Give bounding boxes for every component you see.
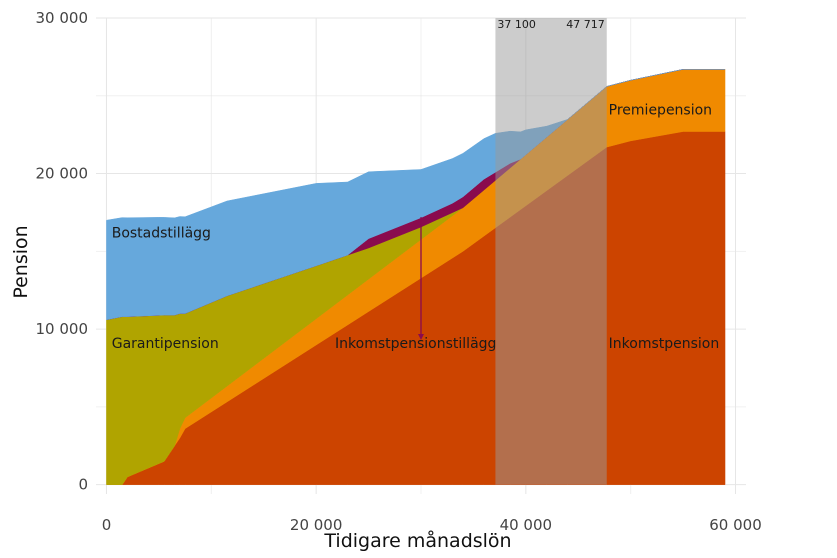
annotation-layer: Bostadstillägg Garantipension Inkomstpensi… bbox=[112, 102, 720, 351]
label-inkomstpensionstill-gg: Inkomstpensionstillägg bbox=[335, 336, 496, 352]
x-tick-label: 40 000 bbox=[500, 516, 553, 534]
label-garantipension: Garantipension bbox=[112, 336, 219, 352]
label-bostadstill-gg: Bostadstillägg bbox=[112, 225, 211, 241]
band-start-label: 37 100 bbox=[497, 18, 536, 31]
x-axis-title: Tidigare månadslön bbox=[323, 529, 511, 552]
label-inkomstpension: Inkomstpension bbox=[609, 336, 720, 352]
axis-layer: 0 20 000 40 000 60 000 0 10 000 20 000 30 000 bbox=[36, 9, 762, 534]
area-layer bbox=[106, 69, 726, 485]
band-end-label: 47 717 bbox=[566, 18, 605, 31]
area-bostadstill-gg bbox=[106, 69, 726, 321]
y-tick-label: 20 000 bbox=[36, 165, 89, 183]
y-tick-label: 10 000 bbox=[36, 320, 89, 338]
x-tick-label: 20 000 bbox=[290, 516, 343, 534]
x-tick-label: 0 bbox=[102, 516, 112, 534]
y-tick-label: 30 000 bbox=[36, 9, 89, 27]
arrow-head bbox=[418, 334, 424, 340]
x-tick-label: 60 000 bbox=[709, 516, 762, 534]
highlight-band-layer: 37 100 47 717 bbox=[495, 18, 607, 485]
y-axis-title: Pension bbox=[10, 225, 32, 298]
y-tick-label: 0 bbox=[78, 476, 88, 494]
highlight-band bbox=[495, 18, 607, 485]
label-premiepension: Premiepension bbox=[609, 102, 712, 118]
